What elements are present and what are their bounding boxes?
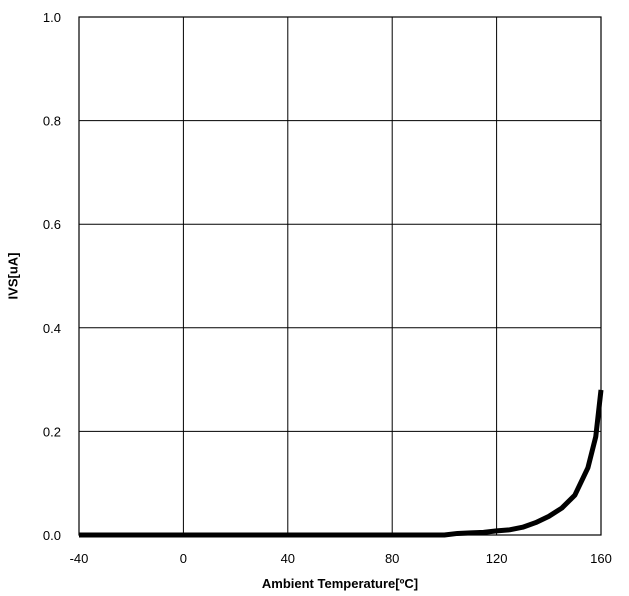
x-tick-label: 160 (590, 551, 612, 566)
y-tick-label: 0.0 (43, 528, 61, 543)
y-tick-label: 1.0 (43, 10, 61, 25)
y-tick-label: 0.6 (43, 217, 61, 232)
plot-area (78, 16, 602, 536)
x-tick-labels: -40 0 40 80 120 160 (70, 551, 612, 566)
y-axis-title: IVS[uA] (5, 253, 20, 300)
x-tick-label: 40 (281, 551, 295, 566)
series-line-0 (79, 389, 604, 538)
y-tick-label: 0.2 (43, 424, 61, 439)
x-tick-label: 120 (486, 551, 508, 566)
x-axis-title: Ambient Temperature[ºC] (262, 576, 418, 591)
x-tick-label: 0 (180, 551, 187, 566)
y-tick-label: 0.8 (43, 114, 61, 129)
y-tick-label: 0.4 (43, 321, 61, 336)
y-tick-labels: 0.0 0.2 0.4 0.6 0.8 1.0 (43, 10, 61, 543)
series-layer (79, 389, 604, 538)
grid-lines (78, 16, 602, 536)
x-tick-label: -40 (70, 551, 89, 566)
x-tick-label: 80 (385, 551, 399, 566)
